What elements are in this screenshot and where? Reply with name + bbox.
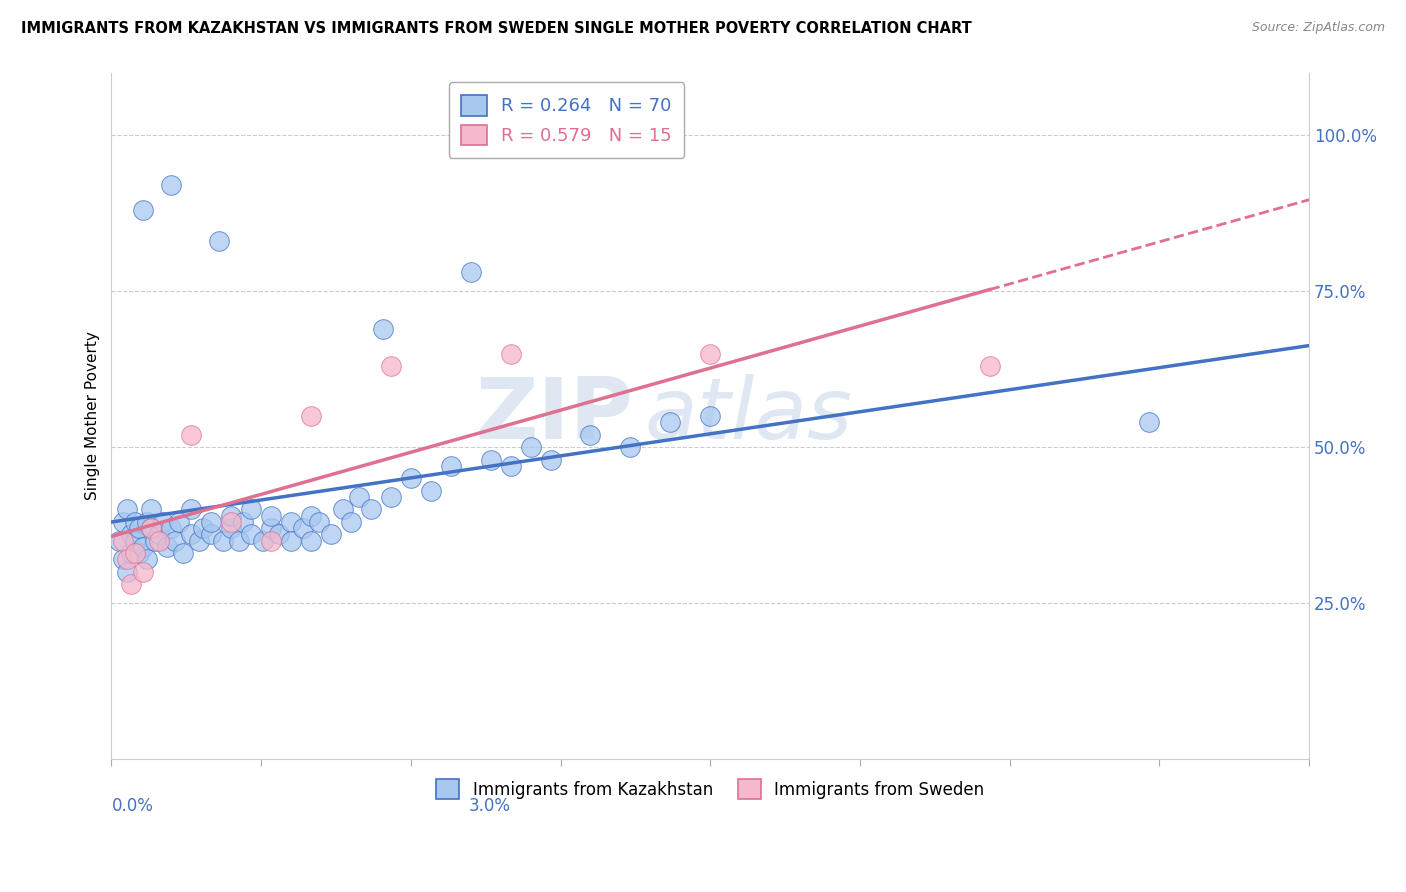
Point xyxy=(419,483,441,498)
Point xyxy=(252,533,274,548)
Point xyxy=(124,515,146,529)
Point xyxy=(188,533,211,548)
Point xyxy=(160,521,183,535)
Point xyxy=(141,502,163,516)
Point xyxy=(148,527,170,541)
Point xyxy=(280,515,302,529)
Point xyxy=(124,546,146,560)
Point xyxy=(519,440,541,454)
Point xyxy=(180,502,202,516)
Point xyxy=(117,502,139,516)
Point xyxy=(460,265,482,279)
Point xyxy=(619,440,641,454)
Point xyxy=(399,471,422,485)
Point xyxy=(319,527,342,541)
Point xyxy=(193,521,215,535)
Point xyxy=(232,515,254,529)
Point xyxy=(340,515,363,529)
Point xyxy=(172,546,194,560)
Point xyxy=(979,359,1001,373)
Point xyxy=(200,515,222,529)
Text: 3.0%: 3.0% xyxy=(468,797,510,814)
Point xyxy=(152,515,174,529)
Point xyxy=(136,515,159,529)
Text: IMMIGRANTS FROM KAZAKHSTAN VS IMMIGRANTS FROM SWEDEN SINGLE MOTHER POVERTY CORRE: IMMIGRANTS FROM KAZAKHSTAN VS IMMIGRANTS… xyxy=(21,21,972,36)
Point xyxy=(112,533,135,548)
Point xyxy=(540,452,562,467)
Point xyxy=(128,546,150,560)
Point xyxy=(120,577,142,591)
Point xyxy=(117,565,139,579)
Point xyxy=(260,508,283,523)
Point xyxy=(240,502,263,516)
Point xyxy=(148,533,170,548)
Point xyxy=(292,521,315,535)
Text: Source: ZipAtlas.com: Source: ZipAtlas.com xyxy=(1251,21,1385,34)
Point xyxy=(128,521,150,535)
Point xyxy=(699,409,721,423)
Point xyxy=(132,203,155,218)
Point xyxy=(659,415,682,429)
Point xyxy=(332,502,354,516)
Point xyxy=(299,508,322,523)
Point xyxy=(280,533,302,548)
Point xyxy=(579,427,602,442)
Point xyxy=(479,452,502,467)
Point xyxy=(299,409,322,423)
Point xyxy=(360,502,382,516)
Legend: Immigrants from Kazakhstan, Immigrants from Sweden: Immigrants from Kazakhstan, Immigrants f… xyxy=(429,772,991,805)
Point xyxy=(180,527,202,541)
Point xyxy=(120,527,142,541)
Point xyxy=(160,178,183,193)
Point xyxy=(180,427,202,442)
Point xyxy=(380,359,402,373)
Point xyxy=(1137,415,1160,429)
Point xyxy=(108,533,131,548)
Point xyxy=(260,521,283,535)
Point xyxy=(699,346,721,360)
Point xyxy=(136,552,159,566)
Y-axis label: Single Mother Poverty: Single Mother Poverty xyxy=(86,332,100,500)
Text: 0.0%: 0.0% xyxy=(111,797,153,814)
Point xyxy=(299,533,322,548)
Point xyxy=(143,533,166,548)
Point xyxy=(141,521,163,535)
Point xyxy=(219,521,242,535)
Point xyxy=(260,533,283,548)
Point xyxy=(141,521,163,535)
Point xyxy=(132,540,155,554)
Point xyxy=(219,515,242,529)
Point xyxy=(112,515,135,529)
Point xyxy=(165,533,187,548)
Point xyxy=(112,552,135,566)
Text: ZIP: ZIP xyxy=(475,375,633,458)
Point xyxy=(117,552,139,566)
Point xyxy=(371,321,394,335)
Point xyxy=(212,533,235,548)
Text: atlas: atlas xyxy=(644,375,852,458)
Point xyxy=(200,527,222,541)
Point xyxy=(499,458,522,473)
Point xyxy=(499,346,522,360)
Point xyxy=(169,515,191,529)
Point xyxy=(308,515,330,529)
Point xyxy=(120,546,142,560)
Point xyxy=(380,490,402,504)
Point xyxy=(347,490,370,504)
Point xyxy=(228,533,250,548)
Point xyxy=(132,565,155,579)
Point xyxy=(208,235,231,249)
Point xyxy=(219,508,242,523)
Point xyxy=(124,533,146,548)
Point xyxy=(156,540,179,554)
Point xyxy=(267,527,290,541)
Point xyxy=(240,527,263,541)
Point xyxy=(440,458,463,473)
